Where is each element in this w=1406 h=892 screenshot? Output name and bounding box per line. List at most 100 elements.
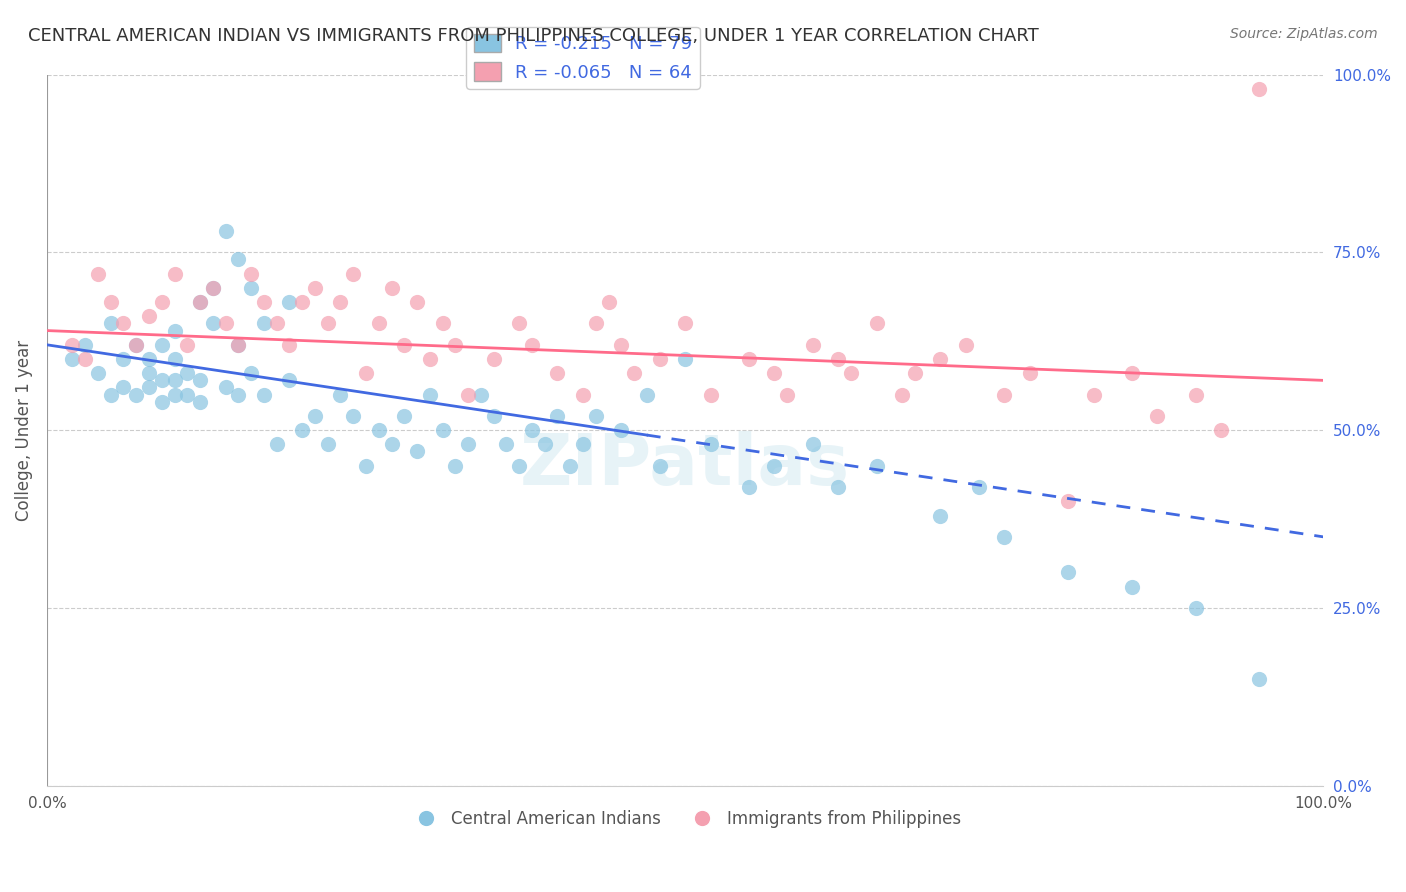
Point — [419, 351, 441, 366]
Point — [1211, 423, 1233, 437]
Point — [929, 508, 952, 523]
Point — [176, 387, 198, 401]
Point — [253, 387, 276, 401]
Point — [572, 437, 595, 451]
Point — [354, 458, 377, 473]
Point — [380, 437, 402, 451]
Point — [1249, 672, 1271, 686]
Point — [929, 351, 952, 366]
Point — [699, 437, 721, 451]
Point — [354, 366, 377, 380]
Point — [163, 267, 186, 281]
Point — [342, 267, 364, 281]
Point — [150, 338, 173, 352]
Point — [253, 295, 276, 310]
Point — [291, 423, 314, 437]
Text: CENTRAL AMERICAN INDIAN VS IMMIGRANTS FROM PHILIPPINES COLLEGE, UNDER 1 YEAR COR: CENTRAL AMERICAN INDIAN VS IMMIGRANTS FR… — [28, 27, 1039, 45]
Point — [470, 387, 492, 401]
Point — [380, 281, 402, 295]
Point — [1121, 366, 1143, 380]
Point — [188, 394, 211, 409]
Point — [228, 338, 250, 352]
Point — [62, 338, 84, 352]
Point — [839, 366, 862, 380]
Point — [955, 338, 977, 352]
Point — [150, 295, 173, 310]
Legend: Central American Indians, Immigrants from Philippines: Central American Indians, Immigrants fro… — [402, 803, 967, 834]
Point — [623, 366, 645, 380]
Point — [228, 338, 250, 352]
Point — [87, 366, 110, 380]
Point — [432, 423, 454, 437]
Point — [75, 351, 97, 366]
Text: Source: ZipAtlas.com: Source: ZipAtlas.com — [1230, 27, 1378, 41]
Point — [240, 366, 263, 380]
Y-axis label: College, Under 1 year: College, Under 1 year — [15, 340, 32, 521]
Point — [444, 338, 467, 352]
Point — [444, 458, 467, 473]
Point — [1249, 81, 1271, 95]
Point — [904, 366, 927, 380]
Point — [228, 387, 250, 401]
Point — [865, 317, 887, 331]
Point — [763, 366, 786, 380]
Point — [253, 317, 276, 331]
Point — [188, 373, 211, 387]
Point — [125, 387, 148, 401]
Point — [610, 423, 633, 437]
Point — [1184, 387, 1206, 401]
Point — [138, 380, 160, 394]
Point — [112, 351, 135, 366]
Point — [967, 480, 990, 494]
Point — [266, 317, 288, 331]
Point — [138, 351, 160, 366]
Point — [432, 317, 454, 331]
Point — [508, 458, 530, 473]
Point — [648, 458, 671, 473]
Point — [457, 437, 479, 451]
Point — [100, 295, 122, 310]
Point — [316, 437, 339, 451]
Point — [87, 267, 110, 281]
Point — [112, 380, 135, 394]
Point — [176, 338, 198, 352]
Point — [993, 530, 1015, 544]
Point — [176, 366, 198, 380]
Point — [163, 373, 186, 387]
Point — [572, 387, 595, 401]
Point — [138, 366, 160, 380]
Point — [495, 437, 517, 451]
Point — [585, 317, 607, 331]
Point — [163, 387, 186, 401]
Point — [648, 351, 671, 366]
Point — [100, 317, 122, 331]
Point — [125, 338, 148, 352]
Point — [394, 338, 416, 352]
Point — [240, 267, 263, 281]
Point — [100, 387, 122, 401]
Point — [394, 409, 416, 423]
Point — [585, 409, 607, 423]
Point — [508, 317, 530, 331]
Point — [673, 351, 696, 366]
Point — [62, 351, 84, 366]
Point — [546, 366, 568, 380]
Point — [214, 224, 236, 238]
Point — [201, 317, 224, 331]
Point — [827, 480, 849, 494]
Point — [827, 351, 849, 366]
Point — [1083, 387, 1105, 401]
Point — [150, 373, 173, 387]
Point — [304, 409, 326, 423]
Point — [993, 387, 1015, 401]
Point — [125, 338, 148, 352]
Point — [316, 317, 339, 331]
Point — [228, 252, 250, 267]
Point — [406, 444, 429, 458]
Point — [610, 338, 633, 352]
Point — [214, 317, 236, 331]
Point — [201, 281, 224, 295]
Point — [738, 480, 761, 494]
Point — [329, 387, 352, 401]
Point — [482, 409, 505, 423]
